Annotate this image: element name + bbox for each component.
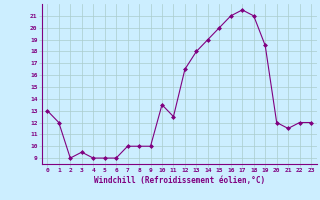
- X-axis label: Windchill (Refroidissement éolien,°C): Windchill (Refroidissement éolien,°C): [94, 176, 265, 185]
